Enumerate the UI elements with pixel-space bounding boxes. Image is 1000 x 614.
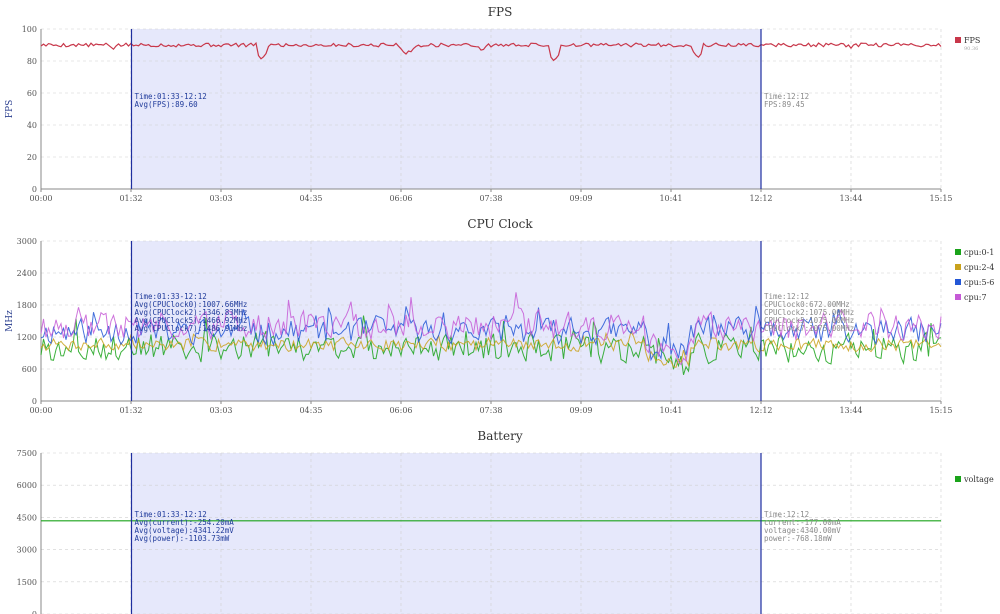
chart-title: CPU Clock: [467, 217, 533, 231]
series-line-fps: [40, 41, 942, 62]
y-tick-label: 1200: [17, 333, 37, 342]
legend-swatch: [955, 279, 961, 285]
x-tick-label: 07:38: [479, 194, 502, 203]
annotation-left: Avg(FPS):89.60: [134, 100, 198, 109]
series-line-cpu-7: [40, 292, 942, 366]
y-tick-label: 4500: [17, 513, 37, 522]
x-tick-label: 10:41: [659, 406, 682, 415]
y-tick-label: 2400: [17, 269, 37, 278]
y-tick-label: 1500: [17, 578, 37, 587]
annotation-right: power:-768.18mW: [764, 534, 832, 543]
annotation-right: Time:12:12: [764, 510, 809, 519]
y-tick-label: 40: [27, 121, 37, 130]
y-tick-label: 600: [22, 365, 37, 374]
x-tick-label: 09:09: [569, 194, 592, 203]
legend-label: FPS: [964, 36, 980, 45]
y-tick-label: 0: [32, 185, 37, 194]
y-axis-label: FPS: [5, 100, 15, 118]
annotation-right: Time:12:12: [764, 292, 809, 301]
x-tick-label: 07:38: [479, 406, 502, 415]
x-tick-label: 13:44: [839, 194, 862, 203]
legend-sub-label: 90.36: [964, 46, 978, 52]
legend-label: cpu:5-6: [964, 278, 994, 287]
x-tick-label: 03:03: [209, 406, 232, 415]
series-line-cpu-2-4: [40, 330, 942, 368]
annotation-right: CPUClock5:1075.00MHz: [764, 316, 854, 325]
x-tick-label: 06:06: [389, 194, 412, 203]
annotation-right: voltage:4340.00mV: [764, 526, 841, 535]
annotation-right: CPUClock7:1075.00MHz: [764, 324, 854, 333]
y-tick-label: 3000: [17, 546, 37, 555]
annotation-right: Time:12:12: [764, 92, 809, 101]
chart-cpu-clock: CPU Clock 0 600 1200 1800 2400 3000 00:00 01:32 0…: [5, 217, 994, 415]
chart-battery: Battery 0 1500 3000 4500 6000 7500 voltage Time:…: [17, 429, 994, 614]
x-tick-label: 09:09: [569, 406, 592, 415]
annotation-right: current:-177.00mA: [764, 518, 841, 527]
y-tick-label: 1800: [17, 301, 37, 310]
legend-swatch: [955, 476, 961, 482]
y-tick-label: 80: [27, 57, 37, 66]
annotation-left: Time:01:33-12:12: [134, 292, 206, 301]
selection-band: [131, 29, 761, 189]
selection-band: [131, 453, 761, 614]
annotation-left: Avg(CPUClock5):1466.92MHz: [134, 316, 247, 325]
annotation-left: Avg(CPUClock2):1346.83MHz: [134, 308, 247, 317]
chart-title: FPS: [488, 5, 513, 19]
annotation-left: Avg(voltage):4341.22mV: [134, 526, 234, 535]
legend-swatch: [955, 37, 961, 43]
x-tick-label: 01:32: [119, 194, 142, 203]
legend-swatch: [955, 264, 961, 270]
legend-label: cpu:0-1: [964, 248, 994, 257]
annotation-left: Avg(current):-254.20mA: [134, 518, 234, 527]
x-tick-label: 00:00: [29, 406, 52, 415]
x-tick-label: 13:44: [839, 406, 862, 415]
legend-swatch: [955, 294, 961, 300]
y-tick-label: 7500: [17, 449, 37, 458]
annotation-left: Avg(power):-1103.73mW: [134, 534, 229, 543]
legend-label: cpu:2-4: [964, 263, 994, 272]
y-tick-label: 60: [27, 89, 37, 98]
y-tick-label: 0: [32, 610, 37, 614]
annotation-left: Time:01:33-12:12: [134, 510, 206, 519]
x-tick-label: 10:41: [659, 194, 682, 203]
legend-swatch: [955, 249, 961, 255]
annotation-left: Time:01:33-12:12: [134, 92, 206, 101]
y-tick-label: 6000: [17, 481, 37, 490]
legend-label: voltage: [963, 475, 994, 484]
x-tick-label: 03:03: [209, 194, 232, 203]
legend-label: cpu:7: [964, 293, 987, 302]
x-tick-label: 04:35: [299, 406, 322, 415]
annotation-left: Avg(CPUClock7):1486.91MHz: [134, 324, 247, 333]
annotation-right: FPS:89.45: [764, 100, 805, 109]
y-tick-label: 0: [32, 397, 37, 406]
x-tick-label: 00:00: [29, 194, 52, 203]
series-line-cpu-5-6: [40, 305, 942, 362]
x-tick-label: 04:35: [299, 194, 322, 203]
x-tick-label: 01:32: [119, 406, 142, 415]
annotation-left: Avg(CPUClock0):1007.66MHz: [134, 300, 247, 309]
annotation-right: CPUClock0:672.00MHz: [764, 300, 850, 309]
chart-title: Battery: [477, 429, 522, 443]
y-tick-label: 20: [27, 153, 37, 162]
chart-fps: FPS 0 20 40 60 80 100 00:00 01:32 03:03 04:35 06:06…: [5, 5, 980, 203]
x-tick-label: 12:12: [749, 194, 772, 203]
x-tick-label: 12:12: [749, 406, 772, 415]
x-tick-label: 06:06: [389, 406, 412, 415]
y-axis-label: MHz: [5, 310, 15, 332]
y-tick-label: 100: [22, 25, 37, 34]
annotation-right: CPUClock2:1075.00MHz: [764, 308, 854, 317]
x-tick-label: 15:15: [929, 194, 952, 203]
y-tick-label: 3000: [17, 237, 37, 246]
x-tick-label: 15:15: [929, 406, 952, 415]
